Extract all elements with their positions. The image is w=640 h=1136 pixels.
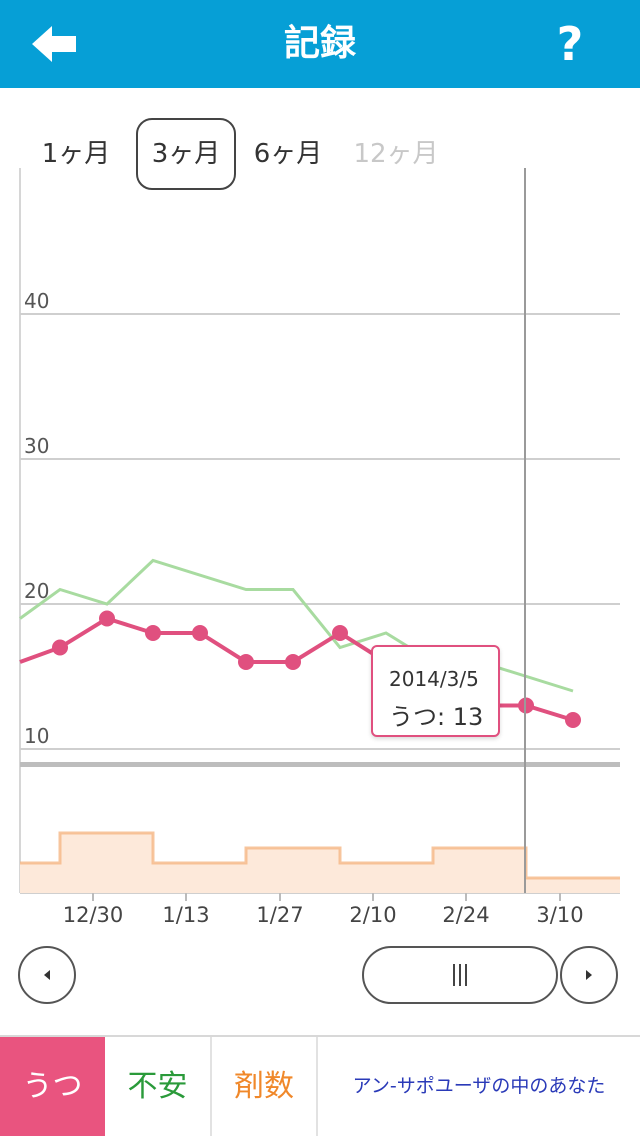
dosage-step-line <box>20 831 620 880</box>
depression-point <box>145 625 161 641</box>
tab-compare-users[interactable]: アン-サポユーザの中のあなた <box>352 1075 606 1097</box>
bottom-tab-bar: うつ 不安 剤数 アン-サポユーザの中のあなた <box>0 1035 640 1136</box>
triangle-right-icon <box>586 970 592 980</box>
y-tick-label: 30 <box>24 434 49 458</box>
depression-point <box>192 625 208 641</box>
depression-point <box>238 654 254 670</box>
depression-point <box>565 712 581 728</box>
tab-dosage[interactable]: 剤数 <box>212 1037 318 1136</box>
back-arrow-icon <box>32 26 76 62</box>
tooltip-value: うつ: 13 <box>389 703 484 731</box>
y-tick-label: 10 <box>24 724 49 748</box>
page-title: 記録 <box>283 23 356 64</box>
x-axis-labels: 12/30 1/13 1/27 2/10 2/24 3/10 <box>63 893 584 927</box>
y-tick-label: 40 <box>24 289 49 313</box>
depression-point <box>99 610 115 627</box>
range-6-month-button[interactable]: 6ヶ月 <box>253 139 323 169</box>
panel-separator <box>20 762 620 767</box>
tooltip-date: 2014/3/5 <box>389 667 479 691</box>
prev-button[interactable] <box>18 946 76 1004</box>
back-button[interactable] <box>28 20 84 68</box>
grip-lines-icon <box>453 964 467 986</box>
help-button[interactable]: ? <box>556 17 584 71</box>
depression-point <box>285 654 301 670</box>
x-tick-label: 12/30 <box>63 903 124 927</box>
next-button[interactable] <box>560 946 618 1004</box>
range-1-month-button[interactable]: 1ヶ月 <box>41 139 111 169</box>
data-tooltip: 2014/3/5 うつ: 13 <box>371 645 500 737</box>
tab-anxiety[interactable]: 不安 <box>105 1037 212 1136</box>
x-tick-label: 1/13 <box>162 903 209 927</box>
x-tick-label: 2/10 <box>349 903 396 927</box>
range-3-month-button[interactable]: 3ヶ月 <box>136 118 236 190</box>
tab-depression[interactable]: うつ <box>0 1037 105 1136</box>
depression-point <box>332 625 348 641</box>
chart-grid <box>19 168 620 894</box>
triangle-left-icon <box>44 970 50 980</box>
header-bar: 記録 ? <box>0 0 640 88</box>
x-tick-label: 3/10 <box>536 903 583 927</box>
record-chart[interactable]: 403020100 12/301/131/272/102/243/10 <box>0 0 640 935</box>
dosage-area <box>20 833 620 893</box>
scroll-thumb[interactable] <box>362 946 558 1004</box>
depression-point <box>52 639 68 656</box>
x-tick-label: 2/24 <box>442 903 489 927</box>
x-tick-label: 1/27 <box>256 903 303 927</box>
y-axis-labels: 403020100 <box>24 289 49 894</box>
lower-panel <box>20 831 620 893</box>
range-12-month-button[interactable]: 12ヶ月 <box>353 139 439 169</box>
